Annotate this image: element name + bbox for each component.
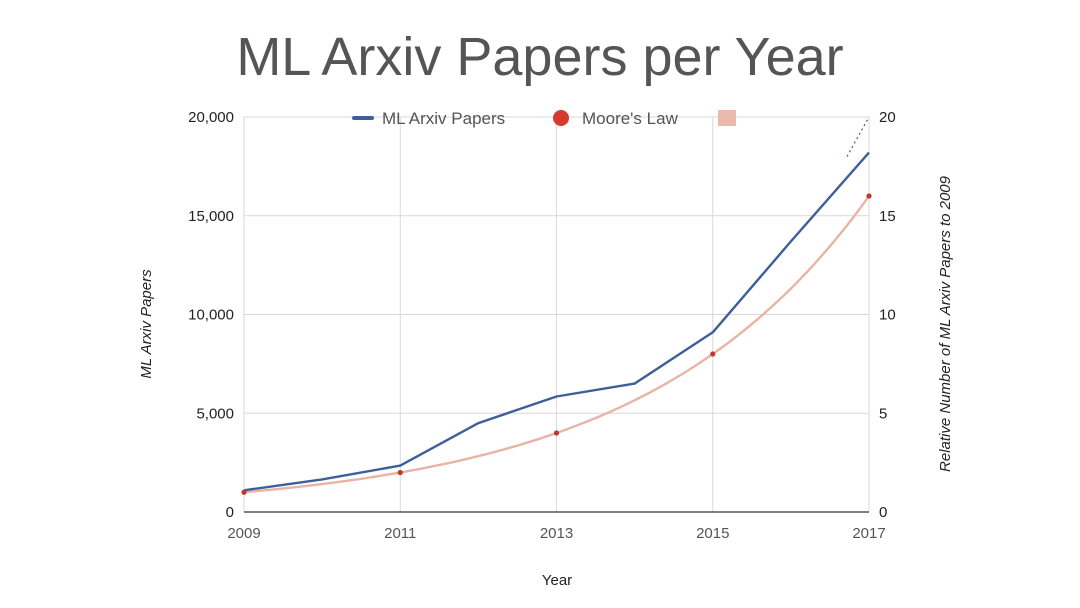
grid [243,116,870,512]
x-axis-ticks: 2009 2011 2013 2015 2017 [227,525,885,542]
y-tick-label-left: 20,000 [188,109,234,126]
legend-item-ml-arxiv-papers[interactable]: ML Arxiv Papers [352,109,505,128]
series-ml-arxiv-papers-extension [846,116,870,157]
legend-label-ml-arxiv-papers: ML Arxiv Papers [382,109,505,128]
y-axis-left-ticks: 0 5,000 10,000 15,000 20,000 [188,109,234,521]
y-tick-label-right: 0 [879,504,887,521]
y-tick-label-right: 10 [879,307,896,324]
y-axis-right-title: Relative Number of ML Arxiv Papers to 20… [937,175,954,472]
x-tick-label: 2009 [227,525,260,542]
moores-law-point [553,430,560,436]
y-tick-label-right: 20 [879,109,896,126]
moores-law-point [241,489,247,495]
x-tick-label: 2013 [540,525,573,542]
x-tick-label: 2011 [384,525,416,542]
legend-label-moores-law: Moore's Law [582,109,679,128]
y-tick-label-left: 5,000 [196,405,234,422]
x-tick-label: 2015 [696,525,729,542]
legend-swatch-square [718,110,736,126]
y-tick-label-right: 5 [879,405,887,422]
y-tick-label-left: 15,000 [188,208,234,225]
legend: ML Arxiv Papers Moore's Law [352,109,736,128]
moores-law-point [866,193,872,199]
y-tick-label-left: 0 [226,504,234,521]
x-tick-label: 2017 [852,525,885,542]
y-tick-label-left: 10,000 [188,307,234,324]
moores-law-point [397,469,403,476]
legend-item-moores-law[interactable]: Moore's Law [553,109,679,128]
y-axis-title: ML Arxiv Papers [138,269,155,379]
chart-title: ML Arxiv Papers per Year [236,27,844,87]
y-tick-label-right: 15 [879,208,896,225]
y-axis-right-ticks: 0 5 10 15 20 [879,109,896,521]
legend-swatch-dot [553,110,569,126]
legend-item-trend[interactable] [718,110,736,126]
x-axis-title: Year [542,572,572,589]
series [241,116,872,495]
moores-law-point [710,351,716,357]
